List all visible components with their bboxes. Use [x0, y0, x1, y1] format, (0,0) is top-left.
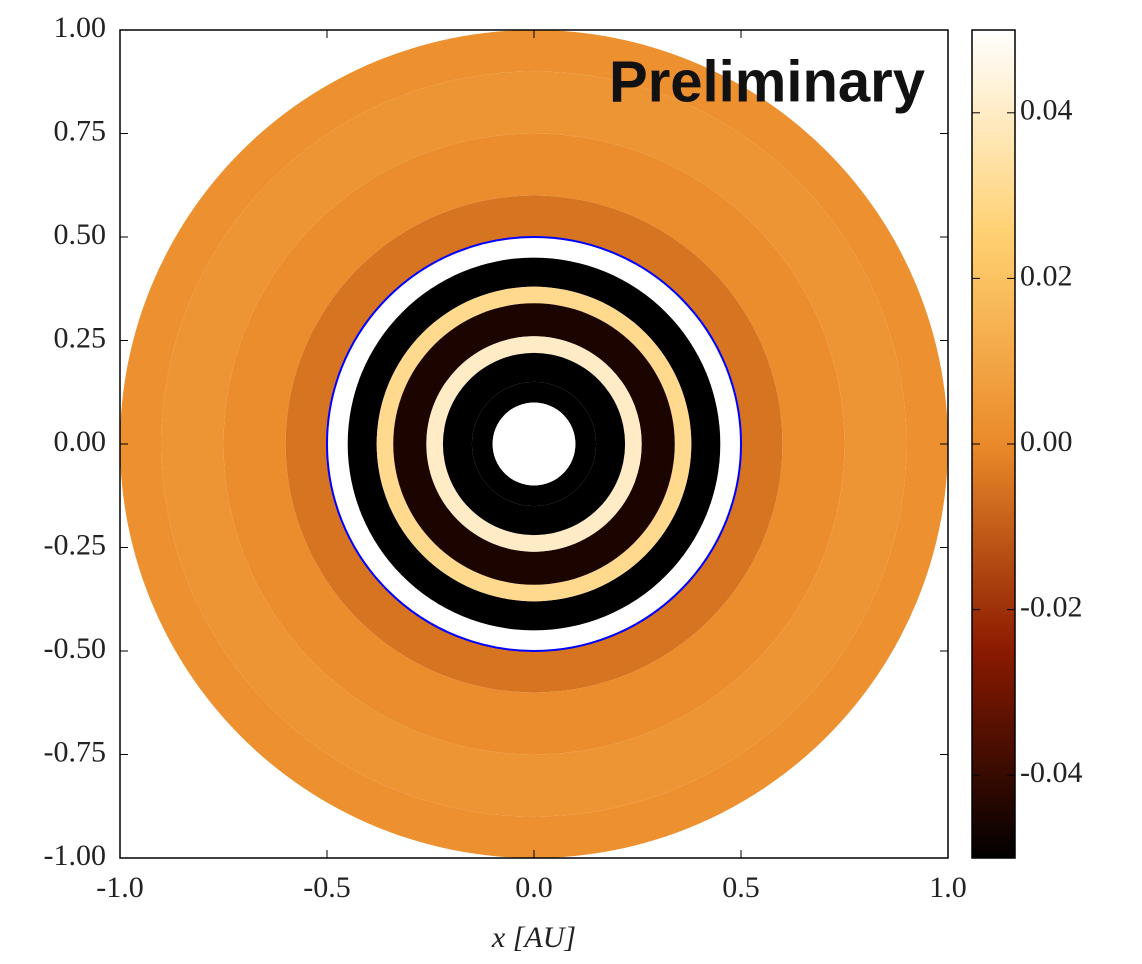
y-tick-label: 1.00: [54, 11, 107, 44]
ring: [492, 402, 576, 486]
y-tick-label: 0.00: [54, 425, 107, 458]
y-tick-label: -0.50: [44, 632, 107, 665]
y-tick-label: 0.75: [54, 114, 107, 147]
annotation: Preliminary: [609, 49, 925, 114]
colorbar-tick-label: 0.00: [1020, 425, 1073, 458]
colorbar-tick-label: 0.04: [1020, 94, 1073, 127]
y-tick-label: -0.25: [44, 528, 107, 561]
colorbar-tick-label: -0.04: [1020, 756, 1083, 789]
ring: [442, 352, 626, 536]
x-axis-label: x [AU]: [491, 921, 576, 954]
y-tick-label: 0.25: [54, 321, 107, 354]
colorbar-tick-label: 0.02: [1020, 259, 1073, 292]
y-tick-label: 0.50: [54, 218, 107, 251]
x-tick-label: 1.0: [929, 871, 967, 904]
x-tick-label: -0.5: [303, 871, 351, 904]
reference-circle: [326, 236, 742, 652]
colorbar-tick-label: -0.02: [1020, 590, 1083, 623]
ring: [471, 381, 597, 507]
x-tick-label: -1.0: [96, 871, 144, 904]
y-tick-label: -0.75: [44, 735, 107, 768]
x-tick-label: 0.0: [515, 871, 553, 904]
x-tick-label: 0.5: [722, 871, 760, 904]
y-tick-label: -1.00: [44, 839, 107, 872]
